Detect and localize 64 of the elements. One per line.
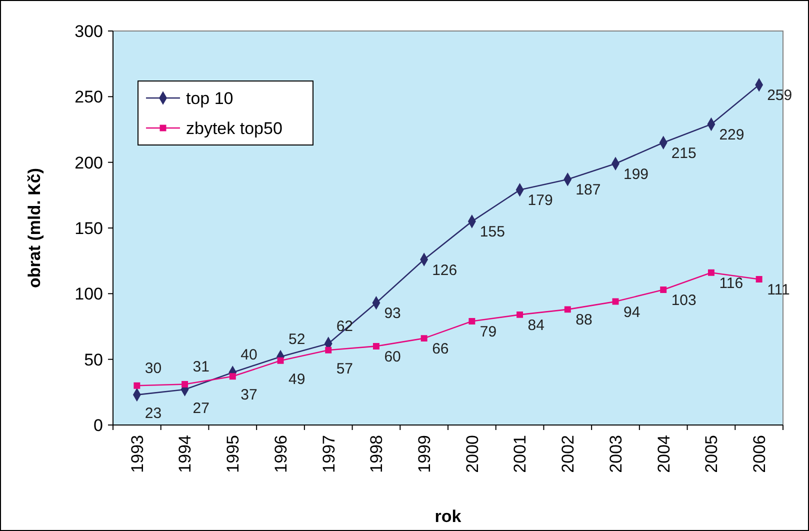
data-label: 79 xyxy=(480,323,497,340)
data-label: 40 xyxy=(240,346,258,364)
point xyxy=(134,382,140,389)
point xyxy=(372,342,380,350)
point xyxy=(229,373,236,380)
point xyxy=(612,298,619,305)
y-tick-label: 250 xyxy=(74,88,103,107)
x-tick-label: 2004 xyxy=(654,435,674,473)
x-tick-label: 2005 xyxy=(702,435,722,473)
data-label: 60 xyxy=(384,348,401,366)
point xyxy=(277,357,284,364)
x-tick-label: 1998 xyxy=(367,435,386,473)
data-label: 103 xyxy=(671,292,696,309)
x-tick-label: 2006 xyxy=(750,435,770,473)
data-label: 187 xyxy=(576,182,601,199)
y-tick-label: 150 xyxy=(74,218,103,238)
x-tick-label: 1994 xyxy=(176,435,195,473)
data-label: 30 xyxy=(144,360,162,377)
point xyxy=(708,269,714,276)
x-tick-label: 2001 xyxy=(510,435,530,473)
y-tick-label: 300 xyxy=(74,22,103,41)
data-label: 229 xyxy=(719,126,744,144)
data-label: 57 xyxy=(336,360,354,378)
y-tick-label: 0 xyxy=(94,416,103,435)
data-label: 66 xyxy=(432,340,449,358)
data-label: 23 xyxy=(144,405,162,422)
data-label: 52 xyxy=(288,330,306,348)
x-tick-label: 1997 xyxy=(319,435,338,473)
data-label: 27 xyxy=(192,400,210,417)
data-label: 116 xyxy=(719,274,744,292)
data-label: 94 xyxy=(624,304,640,321)
point xyxy=(325,346,332,354)
point xyxy=(660,286,667,293)
x-tick-label: 1995 xyxy=(224,435,243,473)
data-label: 155 xyxy=(480,224,505,241)
x-tick-label: 1996 xyxy=(271,435,290,473)
y-axis-title: obrat (mld. Kč) xyxy=(25,168,44,288)
x-tick-label: 2000 xyxy=(462,435,482,473)
legend-label: zbytek top50 xyxy=(186,118,282,138)
data-label: 49 xyxy=(288,370,306,388)
x-tick-label: 1993 xyxy=(128,435,147,473)
y-tick-label: 50 xyxy=(84,350,103,370)
data-label: 93 xyxy=(384,305,401,322)
data-label: 37 xyxy=(240,386,258,404)
point xyxy=(516,311,524,318)
point xyxy=(564,306,571,313)
x-tick-label: 2002 xyxy=(558,435,578,473)
y-tick-label: 200 xyxy=(74,153,103,172)
point xyxy=(420,335,428,342)
y-tick-label: 100 xyxy=(74,284,103,304)
data-label: 88 xyxy=(576,312,592,329)
data-label: 126 xyxy=(432,262,458,279)
x-tick-label: 2003 xyxy=(606,435,626,473)
data-label: 84 xyxy=(528,316,544,334)
data-label: 199 xyxy=(624,166,649,183)
x-tick-label: 1999 xyxy=(415,435,434,473)
point xyxy=(756,276,762,282)
data-label: 215 xyxy=(671,144,696,162)
point xyxy=(468,318,476,324)
legend-label: top 10 xyxy=(186,88,234,108)
x-axis-title: rok xyxy=(434,507,462,526)
point xyxy=(182,381,188,388)
data-label: 31 xyxy=(192,358,210,376)
data-label: 179 xyxy=(528,192,553,210)
